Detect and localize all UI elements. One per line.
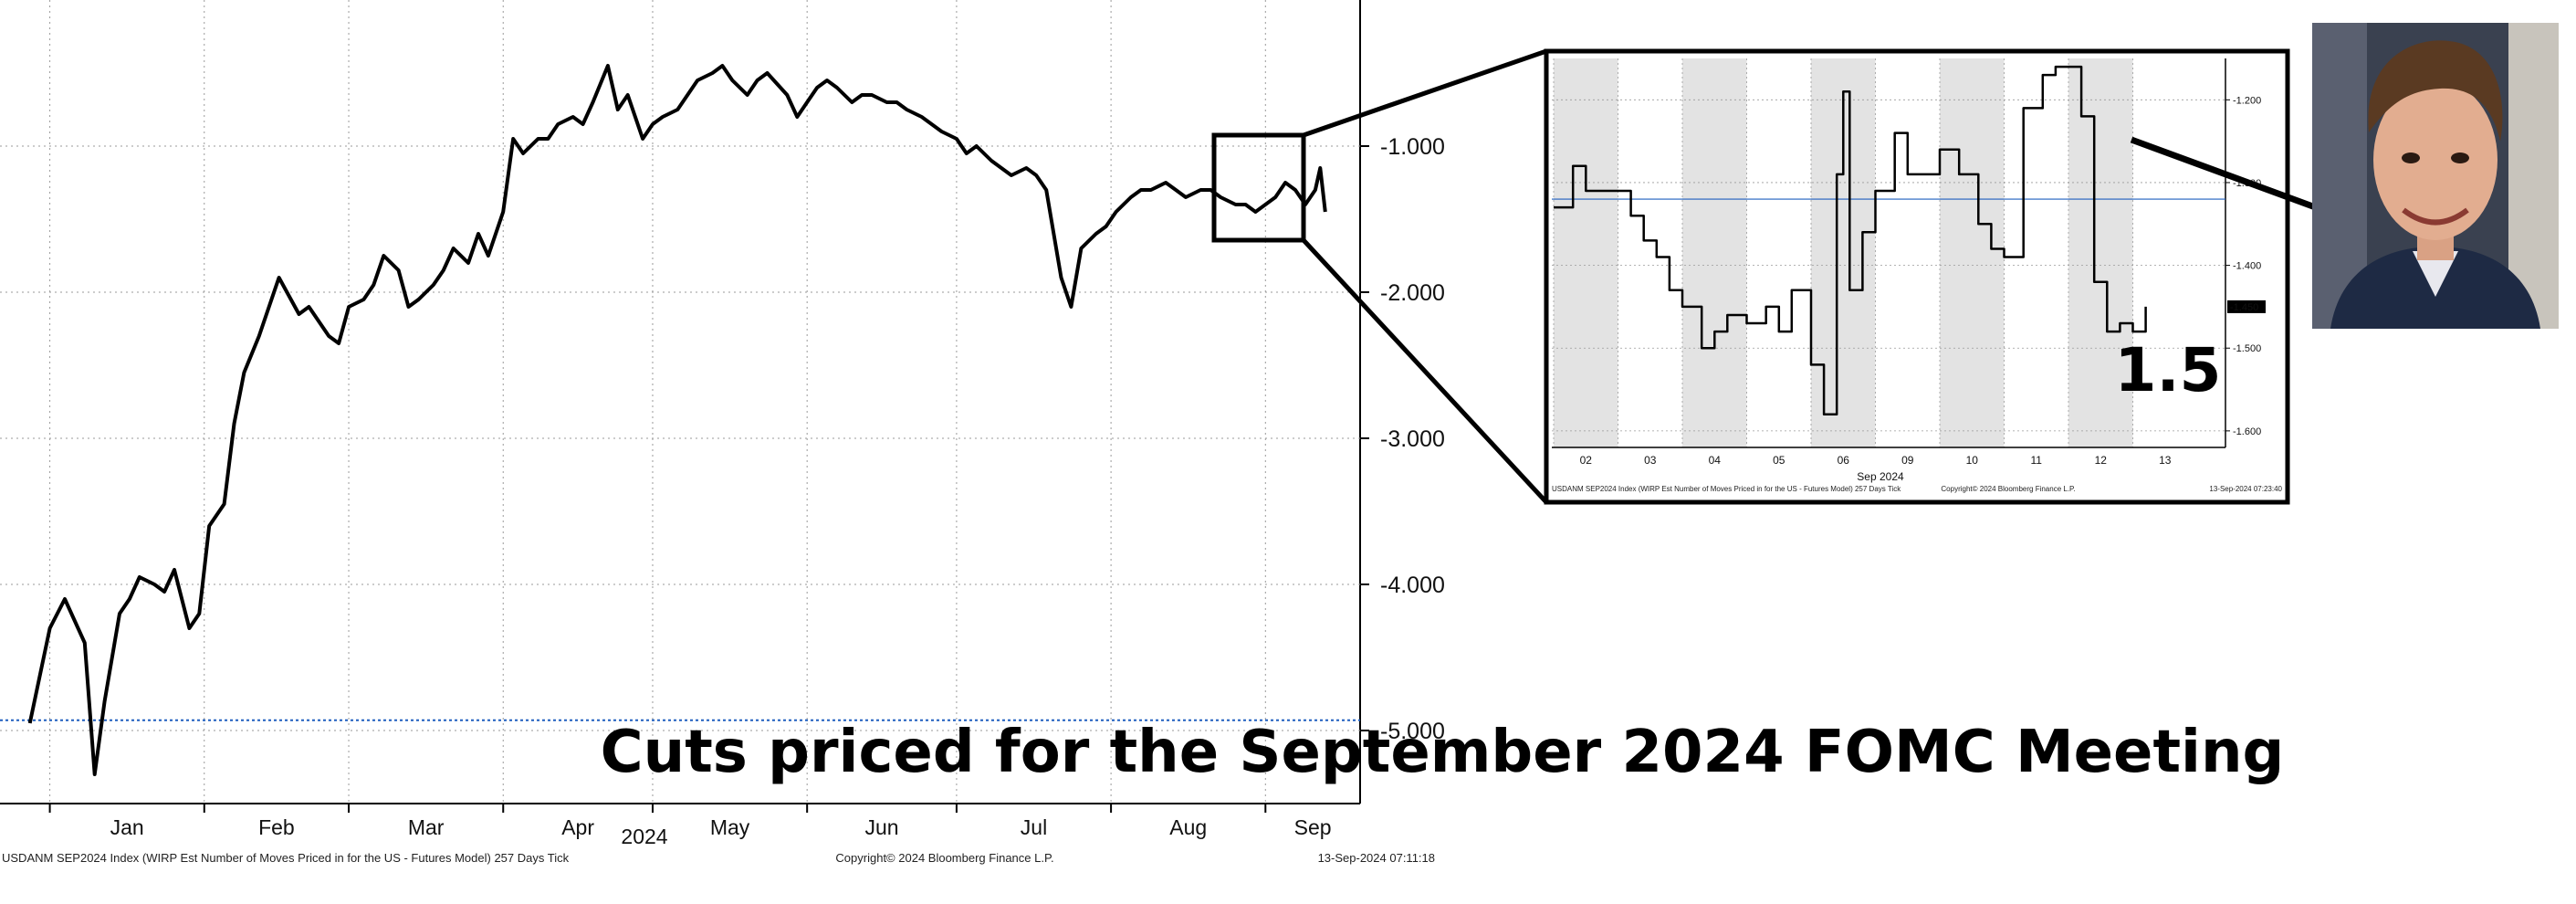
inset-x-tick-label: 04 [1709,454,1722,467]
main-footer-left: USDANM SEP2024 Index (WIRP Est Number of… [2,851,570,865]
inset-series-line [1554,65,2147,415]
zoom-connector-bottom [1302,238,1548,504]
inset-footer-left: USDANM SEP2024 Index (WIRP Est Number of… [1552,485,1901,493]
main-x-tick-label: Sep [1294,815,1332,839]
inset-y-tick-label: -1.500 [2233,343,2261,354]
main-y-tick-group: -1.000 -2.000 -3.000 -4.000 -5.000 [1360,134,1445,744]
cuts-annotation-label: 1.5 [2115,335,2222,405]
main-x-tick-label: Jan [110,815,144,839]
main-x-year-label: 2024 [621,825,667,848]
zoom-highlight-box [1211,132,1306,243]
main-series-line [27,64,1327,776]
inset-x-tick-label: 10 [1966,454,1979,467]
main-x-tick-label: May [710,815,750,839]
main-x-tick-label: Feb [258,815,295,839]
main-gridlines [0,0,1360,804]
inset-footer-right: 13-Sep-2024 07:23:40 [2209,485,2282,493]
main-y-tick-label: -2.000 [1380,280,1445,306]
main-x-tick-label: Aug [1169,815,1207,839]
inset-x-tick-label: 05 [1773,454,1785,467]
main-x-tick-label: Mar [408,815,445,839]
inset-x-tick-group: 02 03 04 05 06 09 10 11 12 13 [1580,454,2172,467]
inset-x-tick-label: 09 [1901,454,1914,467]
main-x-tick-label: Jun [864,815,898,839]
main-x-tick-label: Jul [1021,815,1047,839]
inset-last-value-label: -1.450 [2230,302,2258,313]
main-y-tick-label: -3.000 [1380,426,1445,452]
main-y-tick-label: -1.000 [1380,134,1445,160]
inset-shade-band [1940,58,2005,447]
chart-title: Cuts priced for the September 2024 FOMC … [601,719,2285,786]
main-footer-center: Copyright© 2024 Bloomberg Finance L.P. [835,851,1053,865]
main-x-tick-group: Jan Feb Mar Apr May Jun Jul Aug Sep [48,804,1332,839]
inset-shade-band [2068,58,2133,447]
inset-x-month-label: Sep 2024 [1857,470,1904,483]
main-x-tick-label: Apr [561,815,594,839]
zoom-connector-top [1303,48,1547,138]
inset-shade-band [1554,58,1618,447]
inset-x-tick-label: 06 [1838,454,1850,467]
inset-x-tick-label: 13 [2159,454,2172,467]
inset-last-value-badge [2227,300,2266,313]
main-y-tick-label: -4.000 [1380,573,1445,598]
inset-y-tick-label: -1.200 [2233,95,2261,106]
inset-footer-center: Copyright© 2024 Bloomberg Finance L.P. [1941,485,2075,493]
inset-shaded-days [1554,58,2133,447]
person-portrait-icon [2312,23,2559,329]
inset-gridlines [1552,58,2225,447]
main-y-tick-label: -5.000 [1380,719,1445,744]
main-footer-right: 13-Sep-2024 07:11:18 [1318,851,1435,865]
inset-x-tick-label: 12 [2095,454,2108,467]
inset-y-tick-label: -1.400 [2233,261,2261,272]
inset-x-tick-label: 11 [2031,454,2043,467]
inset-shade-band [1682,58,1747,447]
inset-frame [1544,48,2290,505]
inset-x-tick-label: 03 [1644,454,1657,467]
inset-x-tick-label: 02 [1580,454,1593,467]
inset-y-tick-label: -1.600 [2233,426,2261,437]
